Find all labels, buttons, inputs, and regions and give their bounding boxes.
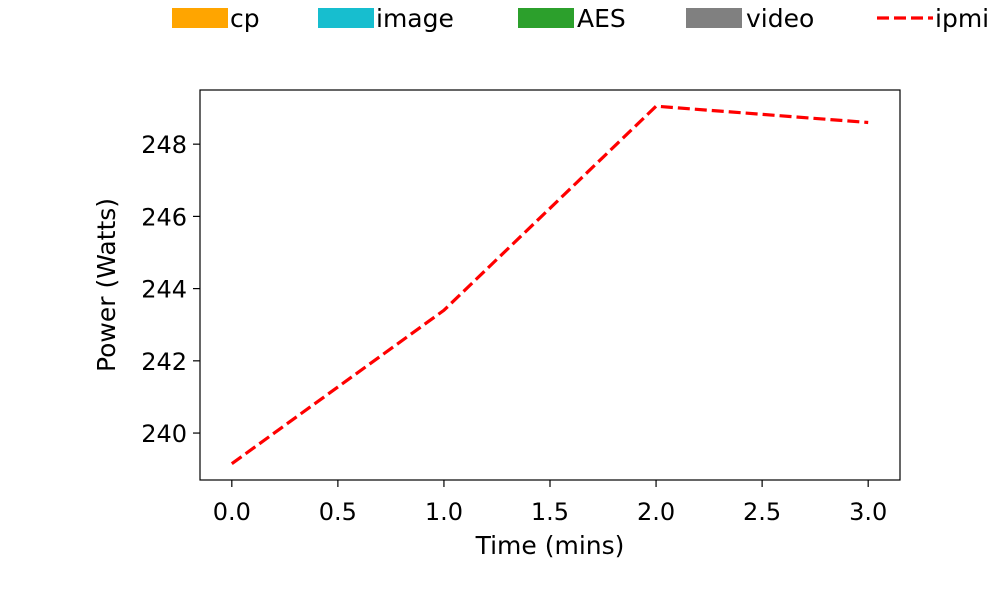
y-axis-ticks: 240 242 244 246 248 (141, 131, 200, 448)
legend-label-AES: AES (577, 4, 626, 33)
y-tick-label: 246 (141, 203, 187, 231)
legend-swatch-cp (172, 8, 228, 28)
x-tick-label: 1.0 (425, 498, 463, 526)
legend-label-video: video (746, 4, 814, 33)
legend-label-cp: cp (230, 4, 260, 33)
x-tick-label: 3.0 (849, 498, 887, 526)
y-tick-label: 244 (141, 276, 187, 304)
y-axis-label: Power (Watts) (92, 198, 121, 372)
legend-swatch-video (686, 8, 742, 28)
x-tick-label: 0.0 (213, 498, 251, 526)
x-tick-label: 2.0 (637, 498, 675, 526)
series-layer (230, 104, 869, 465)
x-axis-ticks: 0.0 0.5 1.0 1.5 2.0 2.5 3.0 (213, 480, 887, 526)
x-axis-label: Time (mins) (475, 531, 625, 560)
plot-area: 0.0 0.5 1.0 1.5 2.0 2.5 3.0 240 242 244 246 248 (141, 89, 901, 526)
plot-frame (199, 89, 901, 481)
x-tick-label: 1.5 (531, 498, 569, 526)
x-tick-label: 2.5 (743, 498, 781, 526)
legend-label-image: image (376, 4, 454, 33)
x-tick-label: 0.5 (319, 498, 357, 526)
y-tick-label: 242 (141, 348, 187, 376)
y-tick-label: 248 (141, 131, 187, 159)
series-line-ipmi (230, 104, 869, 465)
legend: cp image AES video ipmi (172, 4, 989, 33)
legend-swatch-AES (518, 8, 574, 28)
legend-label-ipmi: ipmi (935, 4, 989, 33)
y-tick-label: 240 (141, 420, 187, 448)
legend-swatch-image (318, 8, 374, 28)
